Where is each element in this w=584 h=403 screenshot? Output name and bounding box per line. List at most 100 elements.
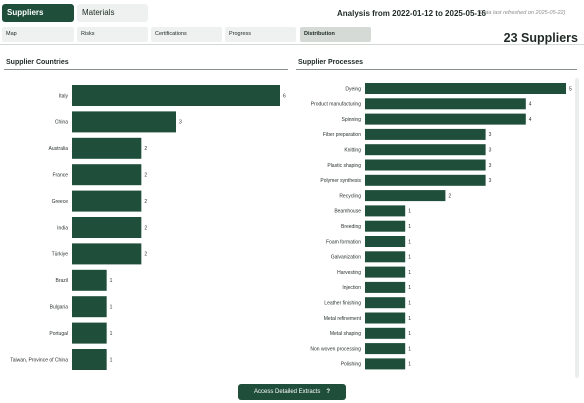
help-icon: ?: [326, 389, 331, 395]
value-label: 1: [408, 255, 411, 261]
bar: [365, 312, 406, 324]
bar: [365, 236, 406, 247]
value-label: 1: [408, 209, 411, 215]
category-label: Metal refinement: [324, 316, 362, 322]
value-label: 2: [144, 146, 147, 152]
value-label: 1: [408, 270, 411, 276]
supplier-processes-chart: Dyeing 5 Product manufacturing 4 Spinning 4 Fi…: [310, 83, 572, 370]
bar: [72, 217, 142, 238]
processes-section-rule: [296, 69, 577, 70]
value-label: 3: [489, 163, 492, 169]
bar: [72, 349, 107, 370]
category-label: Foam formation: [326, 239, 361, 245]
value-label: 2: [144, 199, 147, 205]
category-label: Australia: [49, 146, 69, 152]
value-label: 3: [179, 120, 182, 126]
scrollbar[interactable]: [575, 78, 579, 378]
bar: [72, 269, 107, 291]
bar: [365, 205, 406, 217]
subtab-bar: Map Risks Certifications Progress Distri…: [0, 27, 584, 45]
value-label: 3: [489, 132, 492, 138]
bar: [365, 266, 406, 278]
category-label: Product manufacturing: [311, 102, 362, 108]
value-label: 1: [408, 346, 411, 352]
subtab-distribution[interactable]: Distribution: [300, 27, 371, 42]
value-label: 1: [110, 278, 113, 284]
supplier-count: 23 Suppliers: [503, 31, 578, 45]
bar: [72, 111, 176, 133]
category-label: Plastic shaping: [327, 163, 361, 169]
access-extracts-label: Access Detailed Extracts: [253, 389, 321, 395]
value-label: 4: [529, 117, 532, 123]
subtab-certifications[interactable]: Certifications: [151, 27, 222, 42]
bar: [72, 243, 142, 265]
bar: [72, 85, 280, 106]
category-label: Harvesting: [337, 270, 361, 276]
bar: [365, 113, 526, 125]
value-label: 1: [110, 331, 113, 337]
analysis-period-title: Analysis from 2022-01-12 to 2025-05-16: [337, 9, 486, 18]
value-label: 1: [408, 316, 411, 322]
bar: [365, 174, 486, 186]
tab-materials[interactable]: Materials: [77, 4, 148, 22]
value-label: 2: [144, 225, 147, 231]
category-label: Galvanization: [331, 255, 362, 261]
value-label: 2: [448, 193, 451, 199]
subtab-risks[interactable]: Risks: [77, 27, 148, 42]
data-refresh-note: (Data last refreshed on 2025-05-22): [478, 10, 566, 16]
category-label: China: [55, 120, 68, 126]
bar: [365, 159, 486, 171]
value-label: 1: [408, 239, 411, 245]
bar: [365, 220, 406, 232]
bar: [72, 137, 142, 159]
category-label: Leather finishing: [324, 301, 361, 307]
value-label: 1: [408, 331, 411, 337]
bar: [365, 144, 486, 156]
category-label: Spinning: [342, 117, 362, 123]
value-label: 1: [408, 362, 411, 368]
bar: [365, 297, 406, 309]
bar: [365, 98, 526, 110]
category-label: Dyeing: [345, 86, 361, 92]
value-label: 1: [110, 305, 113, 311]
category-label: France: [52, 173, 68, 179]
value-label: 3: [489, 148, 492, 154]
value-label: 1: [110, 357, 113, 363]
processes-section-title: Supplier Processes: [298, 59, 363, 66]
category-label: Beamhouse: [334, 209, 361, 215]
category-label: Polymer synthesis: [320, 178, 361, 184]
tab-suppliers[interactable]: Suppliers: [2, 4, 74, 22]
category-label: Portugal: [49, 331, 68, 337]
bar: [365, 358, 406, 370]
value-label: 5: [569, 86, 572, 92]
subtab-progress[interactable]: Progress: [225, 27, 296, 42]
value-label: 1: [408, 301, 411, 307]
bar: [72, 322, 107, 344]
value-label: 2: [144, 252, 147, 258]
subtab-map[interactable]: Map: [2, 27, 74, 42]
category-label: Breeding: [341, 224, 361, 230]
bar: [365, 281, 406, 293]
value-label: 1: [408, 224, 411, 230]
bar: [365, 343, 406, 355]
value-label: 6: [283, 93, 286, 99]
category-label: India: [57, 225, 68, 231]
top-bar: Suppliers Materials Analysis from 2022-0…: [0, 0, 584, 28]
category-label: Taiwan, Province of China: [10, 357, 68, 363]
value-label: 4: [529, 102, 532, 108]
value-label: 1: [408, 285, 411, 291]
category-label: Italy: [59, 93, 69, 99]
category-label: Recycling: [339, 193, 361, 199]
bar: [365, 251, 406, 263]
bar: [365, 327, 406, 339]
bar: [365, 190, 446, 202]
bar: [72, 164, 142, 186]
supplier-countries-chart: Italy 6 China 3 Australia 2 France 2 Greece 2 Indi…: [10, 85, 286, 370]
category-label: Polishing: [341, 362, 362, 368]
category-label: Non woven processing: [310, 346, 361, 352]
category-label: Injection: [342, 285, 361, 291]
category-label: Bulgaria: [50, 305, 69, 311]
access-extracts-button[interactable]: Access Detailed Extracts?: [238, 384, 346, 400]
category-label: Metal shaping: [330, 331, 361, 337]
countries-section-rule: [4, 69, 288, 70]
